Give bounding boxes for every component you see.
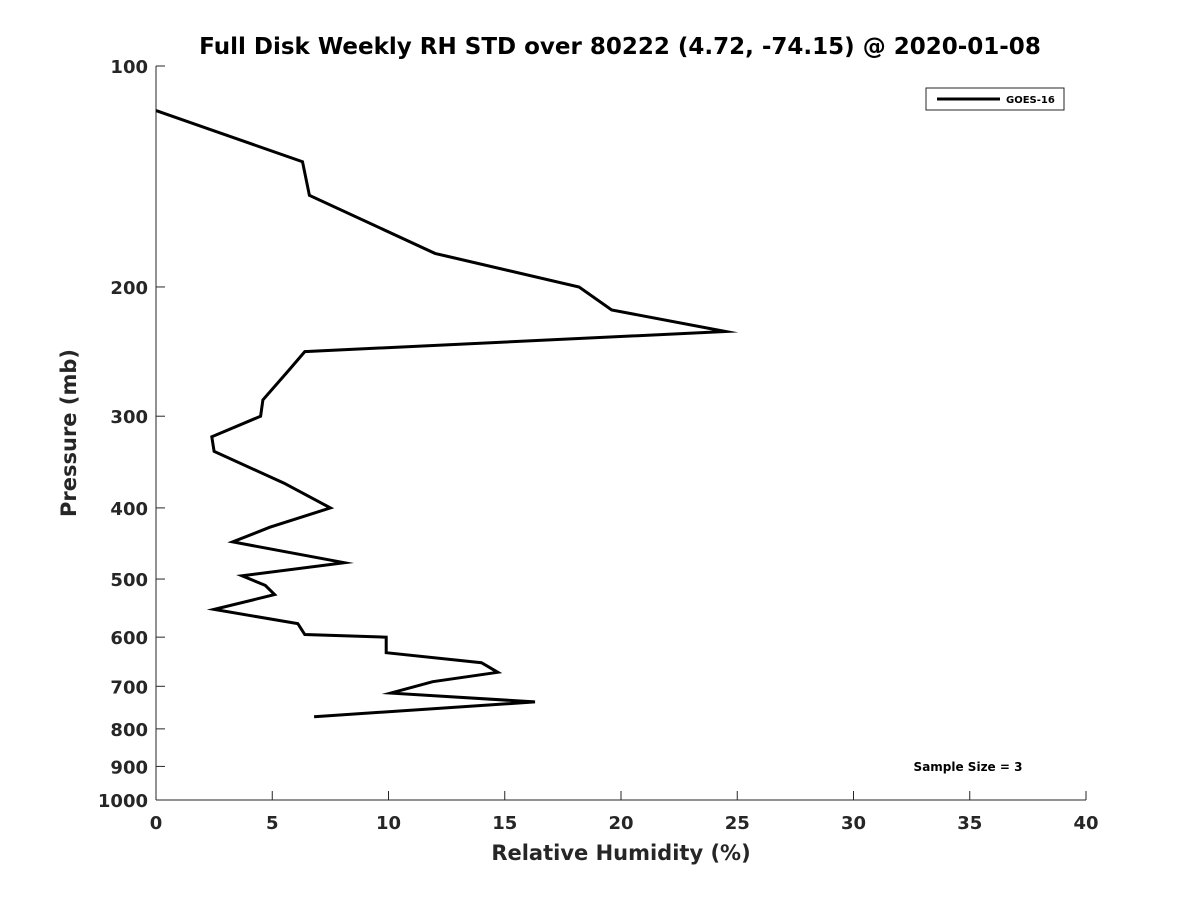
x-tick-label: 15 <box>492 813 517 834</box>
y-tick-label: 900 <box>110 757 148 778</box>
y-tick-label: 600 <box>110 628 148 649</box>
sample-size-annotation: Sample Size = 3 <box>914 760 1023 774</box>
y-tick-label: 100 <box>110 57 148 78</box>
y-tick-label: 700 <box>110 677 148 698</box>
y-tick-label: 1000 <box>98 791 148 812</box>
y-tick-label: 400 <box>110 499 148 520</box>
y-tick-label: 800 <box>110 720 148 741</box>
y-axis-label: Pressure (mb) <box>57 349 81 517</box>
x-axis-label: Relative Humidity (%) <box>491 841 750 865</box>
x-tick-label: 35 <box>957 813 982 834</box>
y-axis-ticks: 100 200 300 400 500 600 700 800 900 1000 <box>98 57 165 812</box>
x-axis-ticks: 0 5 10 15 20 25 30 35 40 <box>150 791 1099 834</box>
y-tick-label: 300 <box>110 407 148 428</box>
x-tick-label: 25 <box>725 813 750 834</box>
x-tick-label: 10 <box>376 813 401 834</box>
x-tick-label: 0 <box>150 813 163 834</box>
x-tick-label: 40 <box>1073 813 1098 834</box>
series-layer <box>155 109 739 719</box>
x-tick-label: 30 <box>841 813 866 834</box>
y-tick-label: 200 <box>110 278 148 299</box>
legend: GOES-16 <box>925 87 1065 111</box>
x-tick-label: 20 <box>608 813 633 834</box>
legend-label-goes-16: GOES-16 <box>1006 95 1055 106</box>
series-line-goes-16 <box>155 109 739 719</box>
y-tick-label: 500 <box>110 570 148 591</box>
x-tick-label: 5 <box>266 813 279 834</box>
chart-title: Full Disk Weekly RH STD over 80222 (4.72… <box>199 34 1041 60</box>
